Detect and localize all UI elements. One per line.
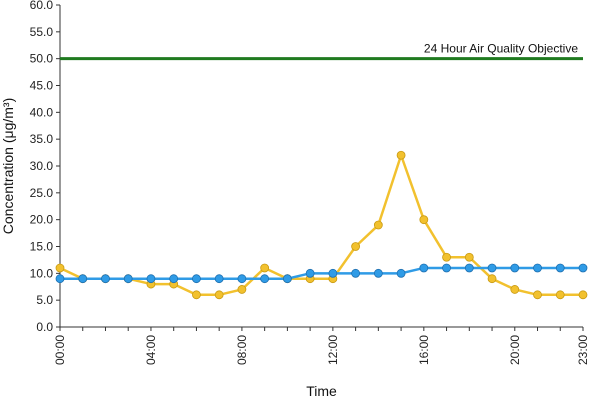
x-tick-label: 20:00	[508, 335, 522, 365]
data-point	[487, 263, 497, 273]
y-tick-label: 55.0	[30, 25, 54, 39]
y-tick-label: 10.0	[30, 266, 54, 280]
x-tick-label: 04:00	[144, 335, 158, 365]
data-point	[55, 263, 65, 273]
y-tick-label: 0.0	[36, 320, 53, 334]
data-point	[282, 274, 292, 284]
reference-line-group: 24 Hour Air Quality Objective	[60, 42, 583, 61]
data-point	[214, 274, 224, 284]
y-tick-label: 25.0	[30, 186, 54, 200]
data-point	[396, 150, 406, 160]
data-point	[487, 274, 497, 284]
data-point	[578, 263, 588, 273]
data-point	[260, 274, 270, 284]
data-point	[214, 290, 224, 300]
data-point	[464, 263, 474, 273]
data-point	[419, 215, 429, 225]
data-point	[101, 274, 110, 284]
data-point	[555, 290, 565, 300]
data-point	[396, 268, 406, 278]
data-point	[510, 263, 520, 273]
data-point	[533, 263, 542, 273]
series-line	[60, 266, 583, 280]
y-tick-label: 60.0	[30, 0, 54, 12]
x-tick-label: 00:00	[53, 335, 67, 365]
data-point	[237, 274, 247, 284]
series-group	[55, 150, 588, 300]
data-point	[351, 268, 361, 278]
data-point	[146, 274, 156, 284]
reference-line-label: 24 Hour Air Quality Objective	[424, 42, 578, 56]
data-point	[442, 252, 451, 262]
data-point	[192, 274, 201, 284]
series-1	[55, 150, 588, 300]
data-point	[123, 274, 133, 284]
x-tick-label: 16:00	[417, 335, 431, 365]
y-tick-label: 35.0	[30, 132, 54, 146]
data-point	[55, 274, 65, 284]
data-point	[328, 268, 338, 278]
x-tick-label: 12:00	[326, 335, 340, 365]
data-point	[373, 268, 383, 278]
y-tick-label: 40.0	[30, 105, 54, 119]
data-point	[533, 290, 542, 300]
data-point	[260, 263, 270, 273]
y-tick-label: 20.0	[30, 213, 54, 227]
data-point	[464, 252, 474, 262]
data-point	[169, 274, 179, 284]
tick-labels: 0.0 5.0 10.0 15.0 20.0 25.0 30.0 35.0 40.0 45.0 50…	[30, 0, 590, 365]
y-tick-label: 15.0	[30, 240, 54, 254]
y-tick-label: 5.0	[36, 293, 53, 307]
data-point	[192, 290, 201, 300]
data-point	[237, 285, 247, 294]
data-point	[78, 274, 88, 284]
axes	[56, 4, 584, 331]
y-tick-label: 45.0	[30, 79, 54, 93]
x-tick-label: 08:00	[235, 335, 249, 365]
data-point	[555, 263, 565, 273]
data-point	[578, 290, 588, 300]
x-axis-title: Time	[306, 383, 337, 399]
y-tick-label: 30.0	[30, 159, 54, 173]
data-point	[510, 285, 520, 294]
data-point	[351, 242, 361, 251]
y-tick-label: 50.0	[30, 52, 54, 66]
data-point	[305, 268, 315, 278]
data-point	[373, 220, 383, 230]
series-2	[55, 263, 588, 284]
x-tick-label: 23:00	[576, 335, 590, 365]
data-point	[442, 263, 451, 273]
y-axis-title: Concentration (μg/m³)	[0, 98, 16, 234]
data-point	[419, 263, 429, 273]
